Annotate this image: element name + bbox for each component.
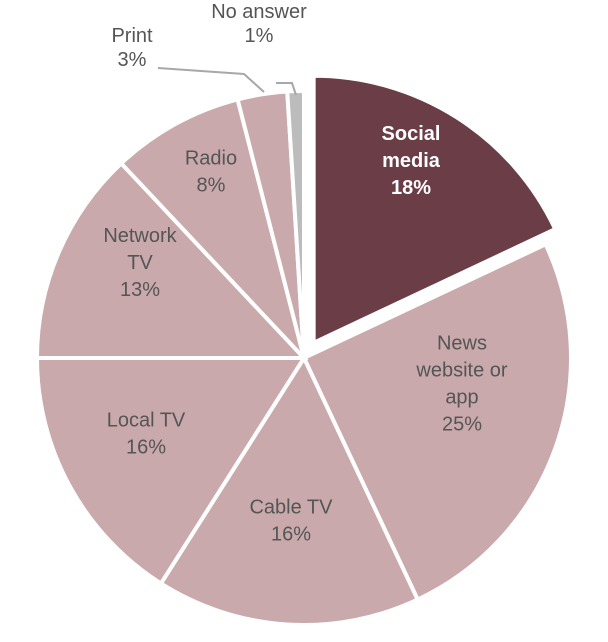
pie-slice-network-tv xyxy=(34,160,309,360)
slice-label-social-media: Social media 18% xyxy=(382,123,441,199)
pie-slice-local-tv xyxy=(34,356,308,587)
pie-slice-cable-tv xyxy=(158,353,421,627)
slice-label-print: Print 3% xyxy=(111,25,153,71)
leader-line-no-answer xyxy=(276,82,297,96)
pie-slice-radio xyxy=(118,96,306,360)
slice-label-no-answer: No answer 1% xyxy=(211,1,307,47)
slice-label-news-website-or-app: News website or app 25% xyxy=(415,333,507,436)
slice-label-network-tv: Network TV 13% xyxy=(103,225,177,301)
slice-label-cable-tv: Cable TV 16% xyxy=(249,497,333,546)
pie-slice-news-website-or-app xyxy=(301,241,573,603)
slice-label-local-tv: Local TV 16% xyxy=(107,410,186,459)
pie-labels: Social media 18% News website or app 25% Cable … xyxy=(103,1,508,546)
pie-slice-social-media xyxy=(311,73,558,346)
leader-line-print xyxy=(157,67,265,93)
pie-slices xyxy=(34,73,573,627)
slice-label-radio: Radio 8% xyxy=(185,148,237,197)
